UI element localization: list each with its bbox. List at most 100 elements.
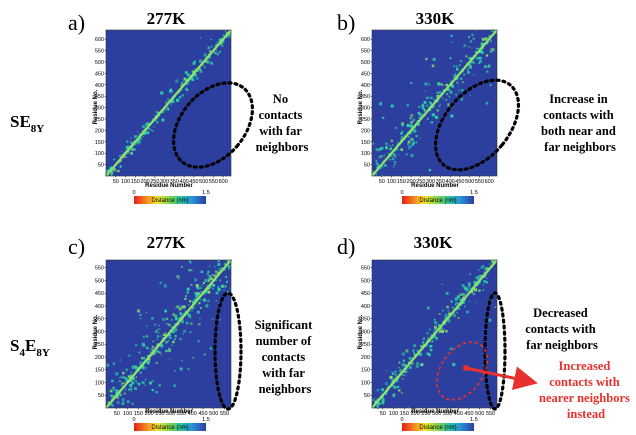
contact-cell [401,130,404,133]
contact-cell [146,346,149,350]
x-axis-label-b: Residue Number [411,183,459,189]
contact-cell [473,283,476,285]
contact-cell [381,174,383,177]
contact-cell [105,169,109,173]
contact-cell [147,360,151,363]
contact-cell [176,305,180,308]
contact-cell [434,115,438,119]
contact-cell [189,331,192,333]
contact-cell [207,290,211,294]
contact-cell [179,367,183,371]
y-tick-label: 600 [361,37,370,43]
contact-cell [121,150,123,152]
y-tick-label: 150 [361,140,370,146]
y-tick-label: 300 [95,106,104,112]
contact-cell [139,362,142,365]
contact-cell [141,124,145,129]
contact-cell [170,104,172,106]
contact-cell [131,366,135,369]
panel-a: a) 277K 50 100 150 200 250 300 350 400 450 500 550… [68,9,309,204]
x-tick-label: 550 [209,179,218,185]
contact-cell [146,122,149,126]
contact-cell [194,278,198,282]
contact-cell [447,319,451,323]
contact-cell [216,271,220,275]
contact-cell [158,328,161,331]
contact-cell [409,117,412,120]
contact-cell [155,119,157,121]
contact-cell [186,287,190,291]
contact-cell [166,106,168,108]
contact-cell [203,291,207,295]
contact-cell [481,37,485,41]
contact-cell [206,59,208,61]
colorbar-label-c: Distance (nm) [151,425,188,431]
contact-cell [384,382,388,386]
diagonal-line-c [105,259,232,409]
contact-cell [213,285,215,287]
contact-cell [490,259,494,263]
contact-cell [184,297,187,301]
contact-cell [389,145,391,147]
contact-cell [449,90,453,94]
contact-cell [227,267,230,270]
contact-cell [467,70,471,74]
x-tick-label: 300 [432,411,441,417]
contact-cell [123,382,125,384]
colorbar-min-a: 0 [132,190,135,196]
contact-cell [389,148,392,151]
x-tick-label: 50 [113,179,119,185]
contact-cell [411,362,414,365]
contact-cell [477,278,480,281]
contact-cell [216,41,219,43]
contact-cell [133,148,136,151]
contact-cell [208,56,211,59]
contact-cell [113,386,115,389]
contact-cell [157,111,160,115]
contact-cell [393,163,396,166]
contact-cell [153,126,155,128]
contact-cell [472,37,475,40]
far-neighbor-ellipse-b [433,78,521,172]
contact-cell [109,167,111,170]
contact-cell [482,265,485,268]
contact-cell [455,65,458,68]
contact-cell [190,269,193,271]
contact-cell [490,299,492,302]
contact-cell [478,269,480,271]
contact-cell [407,135,410,138]
contact-cell [463,73,466,76]
contact-cell [229,287,232,290]
x-tick-label: 200 [406,179,415,185]
contact-cell [196,310,200,314]
contact-cell [222,286,224,288]
x-tick-label: 50 [379,179,385,185]
y-tick-label: 550 [361,266,370,272]
contact-cell [158,324,160,327]
contact-cell [424,108,426,111]
contact-cell [380,155,384,158]
contact-cell [182,305,186,309]
contact-cell [167,98,170,101]
contact-cell [392,394,395,397]
contact-cell [379,102,383,106]
panel-label-b: b) [337,10,355,35]
y-tick-label: 200 [95,355,104,361]
contact-cell [164,109,167,111]
contact-cell [188,314,192,318]
contact-cell [178,307,182,311]
x-tick-label: 500 [475,411,484,417]
contact-cell [220,284,224,288]
contact-cell [401,122,404,126]
contact-cell [456,311,458,314]
contact-cell [195,303,197,305]
contact-cell [151,388,154,392]
contact-cell [181,360,183,362]
contact-cell [150,129,153,131]
contact-cell [449,347,453,351]
contact-cell [208,288,211,290]
contact-cell [410,153,414,158]
contact-cell [120,384,123,387]
contact-cell [406,123,410,128]
contact-cell [141,366,144,369]
